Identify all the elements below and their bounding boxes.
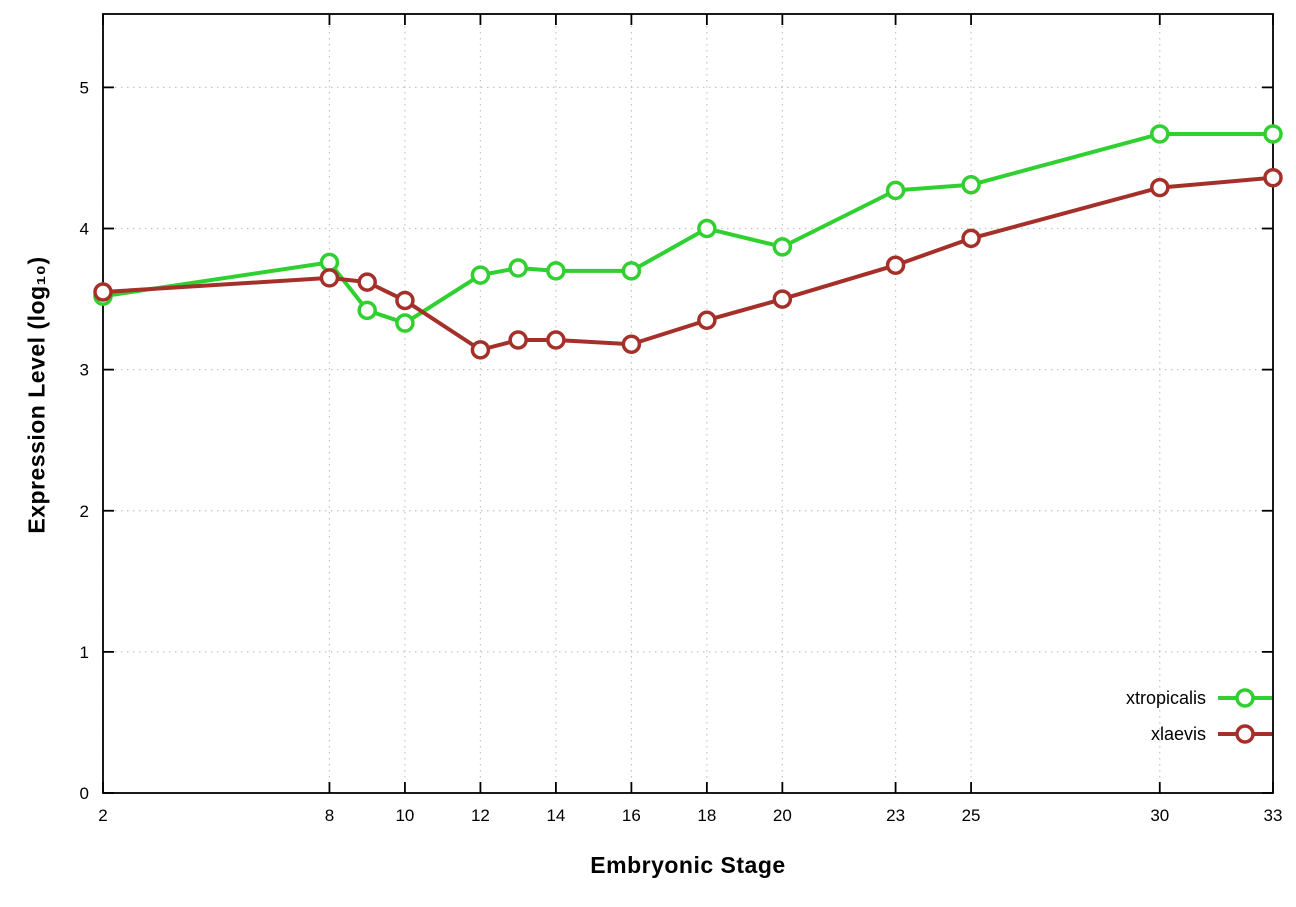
y-axis-label: Expression Level (log₁₀) — [23, 256, 50, 534]
data-point — [508, 258, 528, 278]
data-point — [546, 330, 566, 350]
svg-text:8: 8 — [325, 806, 334, 825]
data-point — [357, 300, 377, 321]
x-tick-labels: 2 8 10 12 14 16 18 20 23 25 30 33 — [98, 806, 1282, 825]
svg-text:18: 18 — [697, 806, 716, 825]
series-xlaevis — [93, 167, 1283, 360]
svg-text:12: 12 — [471, 806, 490, 825]
plot-border — [102, 13, 1274, 794]
legend: xtropicalis xlaevis — [1126, 686, 1274, 746]
data-point — [319, 268, 340, 288]
data-point — [395, 313, 415, 333]
data-point — [772, 289, 793, 309]
svg-text:25: 25 — [962, 806, 981, 825]
svg-text:16: 16 — [622, 806, 641, 825]
grid — [102, 14, 1274, 794]
svg-text:2: 2 — [98, 806, 107, 825]
data-point — [1263, 124, 1283, 144]
axis-ticks — [102, 14, 1274, 794]
svg-text:5: 5 — [80, 78, 89, 97]
data-point — [961, 175, 981, 195]
svg-text:20: 20 — [773, 806, 792, 825]
data-point — [395, 290, 415, 311]
data-point — [470, 265, 491, 285]
y-tick-labels: 0 1 2 3 4 5 — [80, 78, 89, 803]
svg-text:30: 30 — [1150, 806, 1169, 825]
data-point — [1150, 124, 1170, 144]
legend-item-xlaevis: xlaevis — [1151, 722, 1274, 746]
data-point — [885, 180, 906, 201]
svg-text:10: 10 — [395, 806, 414, 825]
data-point — [357, 272, 377, 292]
data-point — [621, 334, 642, 354]
legend-sample-line — [1218, 688, 1272, 708]
series-xtropicalis — [93, 124, 1283, 333]
svg-text:4: 4 — [80, 220, 89, 239]
legend-item-xtropicalis: xtropicalis — [1126, 686, 1274, 710]
legend-sample-line — [1218, 724, 1272, 744]
data-point — [319, 252, 340, 273]
legend-label: xtropicalis — [1125, 687, 1206, 708]
svg-text:2: 2 — [80, 502, 89, 521]
data-point — [772, 237, 793, 257]
data-point — [470, 340, 491, 360]
data-point — [546, 261, 566, 281]
data-point — [961, 228, 981, 249]
data-point — [621, 261, 642, 281]
svg-text:0: 0 — [80, 784, 89, 803]
x-axis-label: Embryonic Stage — [590, 852, 786, 878]
data-point — [885, 255, 906, 275]
data-point — [1150, 177, 1170, 198]
data-point — [697, 310, 717, 330]
svg-text:1: 1 — [80, 643, 89, 662]
data-point — [1263, 167, 1283, 188]
svg-text:3: 3 — [80, 361, 89, 380]
svg-text:23: 23 — [886, 806, 905, 825]
svg-text:33: 33 — [1264, 806, 1283, 825]
data-point — [93, 282, 113, 302]
svg-text:14: 14 — [546, 806, 565, 825]
legend-label: xlaevis — [1150, 723, 1206, 744]
data-point — [697, 218, 717, 239]
data-point — [508, 330, 528, 350]
